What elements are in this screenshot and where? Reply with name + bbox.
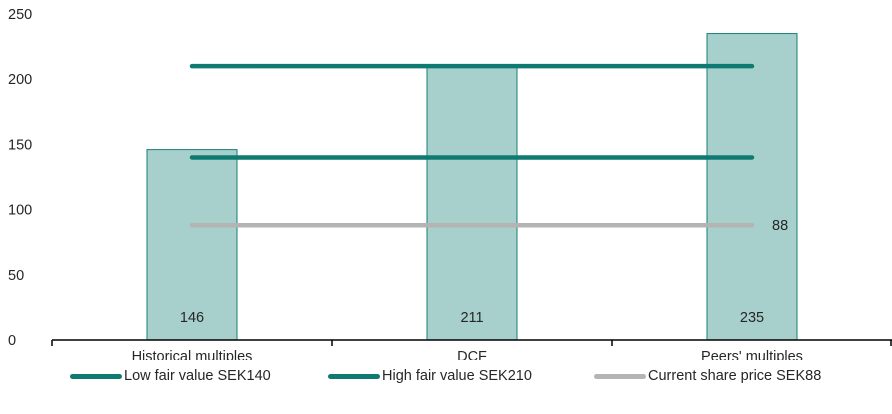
y-tick-label: 100 xyxy=(8,203,32,219)
legend-swatch-high-fair-value xyxy=(328,373,380,379)
bar xyxy=(426,64,518,341)
legend-label-current-share-price: Current share price SEK88 xyxy=(648,368,822,384)
bar-value-label: 211 xyxy=(460,310,483,326)
legend-item-low-fair-value: Low fair value SEK140 xyxy=(70,366,271,386)
bar-value-label: 146 xyxy=(180,310,204,326)
x-category-label: DCF xyxy=(457,349,487,360)
y-tick-label: 250 xyxy=(8,7,32,23)
legend-label-low-fair-value: Low fair value SEK140 xyxy=(124,368,271,384)
y-axis: 0 50 100 150 200 250 xyxy=(8,7,32,349)
legend: Low fair value SEK140 High fair value SE… xyxy=(0,366,892,386)
legend-swatch-low-fair-value xyxy=(70,373,122,379)
bar xyxy=(146,149,238,341)
bars: 146 211 235 xyxy=(146,33,798,341)
reference-lines: 88 xyxy=(189,63,788,234)
y-tick-label: 200 xyxy=(8,72,32,88)
legend-item-current-share-price: Current share price SEK88 xyxy=(594,366,821,386)
valuation-chart: 0 50 100 150 200 250 146 211 235 88 Historical … xyxy=(8,7,892,360)
legend-label-high-fair-value: High fair value SEK210 xyxy=(382,368,532,384)
bar-value-label: 235 xyxy=(740,310,764,326)
y-tick-label: 150 xyxy=(8,137,32,153)
legend-item-high-fair-value: High fair value SEK210 xyxy=(328,366,532,386)
x-axis: Historical multiples DCF Peers' multiples xyxy=(51,339,892,360)
bar xyxy=(706,33,798,341)
legend-swatch-current-share-price xyxy=(594,373,646,379)
reference-line-label: 88 xyxy=(772,218,788,234)
y-tick-label: 0 xyxy=(8,333,16,349)
y-tick-label: 50 xyxy=(8,268,24,284)
x-category-label: Historical multiples xyxy=(132,349,253,360)
x-category-label: Peers' multiples xyxy=(701,349,803,360)
